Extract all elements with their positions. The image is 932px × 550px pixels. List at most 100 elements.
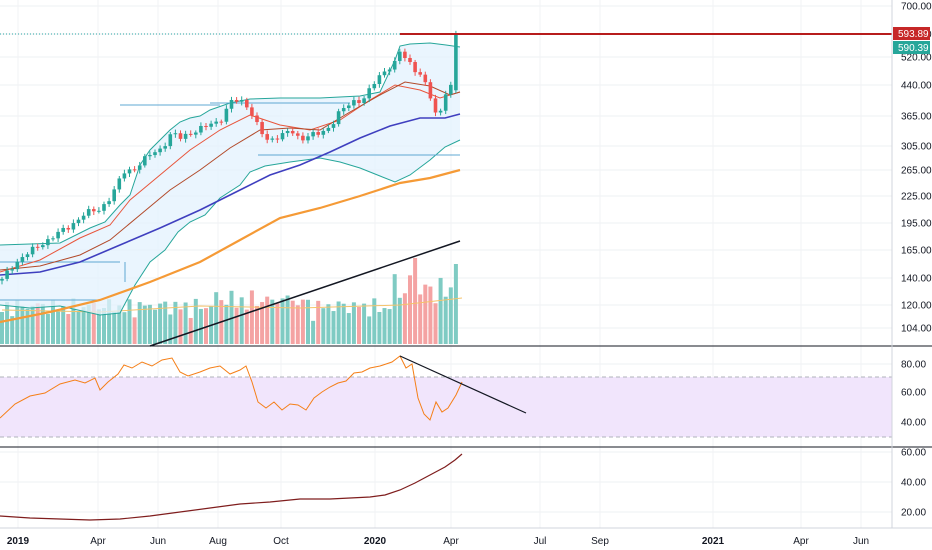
price-tick-label: 120.00 [901,301,932,312]
volume-bar [153,309,157,344]
candle-body [199,125,203,133]
candle-body [326,127,331,131]
candle-body [30,246,35,255]
volume-bar [15,299,20,344]
last-price-badge [893,27,930,40]
volume-bar [183,302,188,344]
volume-bar [188,317,193,344]
volume-bar [127,299,132,344]
volume-bar [453,264,458,344]
candle-body [449,84,453,95]
volume-bar [351,302,356,344]
candlesticks [0,30,458,285]
volume-bar [76,311,81,344]
candle-body [102,204,106,211]
candle-body [413,62,417,73]
volume-bar [367,316,372,344]
candle-body [76,219,81,224]
volume-bar [382,308,387,344]
volume-bar [300,299,305,344]
time-tick-label: 2020 [364,536,387,547]
candle-body [347,105,351,109]
candle-body [311,132,315,137]
candle-body [41,245,45,248]
price-tick-label: 265.00 [901,166,932,177]
candle-body [316,132,320,135]
candle-body [168,134,173,147]
time-tick-label: 2021 [702,536,725,547]
candle-body [285,131,290,134]
bottom-tick-label: 40.00 [901,478,926,489]
candle-body [153,152,157,156]
rsi-divergence-line [399,355,527,414]
volume-bar [418,294,423,344]
volume-bar [229,290,234,344]
candle-body [265,134,269,140]
volume-bar [40,303,45,344]
sma-200-line [0,168,461,324]
volume-bar [25,308,30,344]
trend-lines [0,33,892,347]
candle-body [137,165,142,170]
volume-bar [448,287,453,344]
volume-bar [198,308,203,344]
volume-bar [397,297,402,344]
volume-bar [326,304,331,344]
volume-bar [423,284,428,344]
volume-bar [357,306,361,344]
volume-bar [362,303,367,344]
volume-bar [336,301,341,344]
candle-body [0,278,4,281]
bottom-tick-label: 60.00 [901,448,926,459]
candle-body [454,33,458,91]
volume-bar [270,299,275,344]
sma-mid-line [0,81,461,271]
candle-body [398,51,402,61]
volume-bar [56,311,61,344]
volume-bar [234,307,239,344]
price-tick-label: 365.00 [901,112,932,123]
price-tick-label: 305.00 [901,142,932,153]
candle-body [56,231,60,239]
volume-bar [86,304,91,344]
candle-body [331,124,336,128]
time-tick-label: Jul [534,536,547,547]
candle-body [280,133,285,140]
candle-body [132,169,137,171]
rsi-line [0,355,463,421]
candle-body [122,173,127,179]
candle-body [66,227,71,230]
rsi-pane [0,355,892,438]
candle-body [428,82,433,99]
volume-bar [346,313,351,344]
candle-body [117,178,122,190]
candle-body [321,130,326,135]
volume-bar [45,314,50,344]
volume-bar [173,301,178,344]
candle-body [173,133,178,135]
volume-bar [107,299,112,344]
prev-price-label: 590.39 [898,43,929,54]
volume-bar [163,301,168,344]
candle-body [148,155,152,157]
candle-body [214,121,218,124]
volume-bar [443,296,448,344]
candle-body [250,107,254,116]
volume-bar [260,302,265,344]
candle-body [112,189,116,202]
candle-body [443,94,448,111]
volume-bar [244,309,249,344]
time-tick-label: Apr [793,536,809,547]
candle-body [438,110,443,113]
sma-fast-line [0,84,461,273]
volume-bar [5,301,10,344]
candle-body [352,100,356,106]
time-tick-label: Apr [443,536,459,547]
candle-body [35,246,40,248]
candle-body [81,215,86,220]
candle-body [377,75,382,85]
volume-bar [295,305,300,344]
volume-bar [122,312,127,344]
